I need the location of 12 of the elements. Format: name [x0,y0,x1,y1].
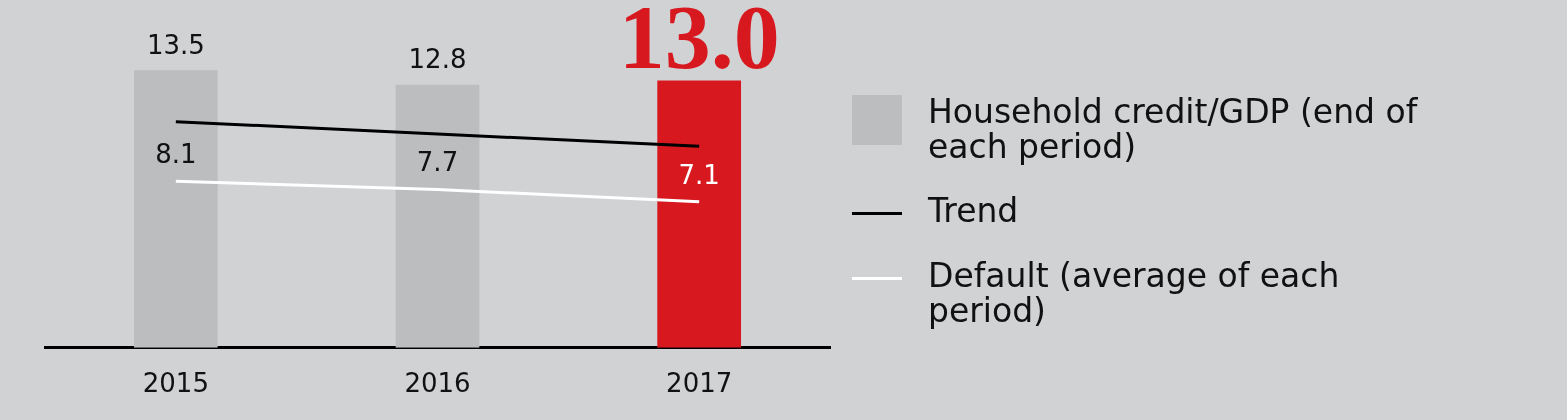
legend-label: Default (average of each period) [928,255,1341,330]
data-label: 7.7 [416,147,459,178]
x-tick-label: 2017 [666,368,733,399]
legend-label: Household credit/GDP (end of each period) [928,92,1419,166]
legend-label: Trend [928,191,1019,231]
data-label: 7.1 [678,159,720,190]
x-tick-label: 2016 [404,368,471,399]
x-tick-label: 2015 [142,368,209,399]
data-label: 13.0 [618,0,780,89]
data-label: 12.8 [408,44,467,75]
data-label: 8.1 [155,139,197,170]
data-label: 13.5 [146,30,205,61]
